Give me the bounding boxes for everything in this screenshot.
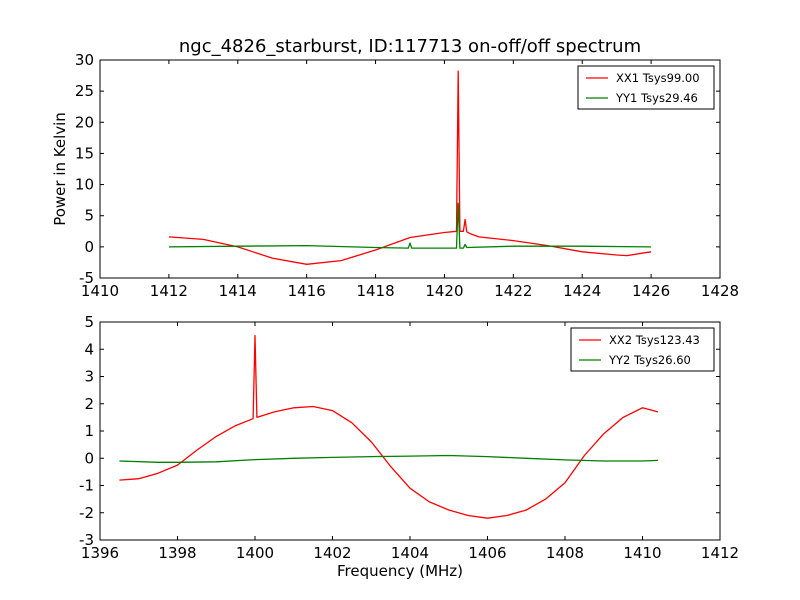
y-tick-label: 5 — [84, 313, 94, 331]
x-tick-label: 1404 — [391, 544, 429, 562]
y-tick-label: 1 — [84, 422, 94, 440]
legend-box — [570, 327, 715, 372]
x-tick-label: 1400 — [236, 544, 274, 562]
legend-label: YY2 Tsys26.60 — [608, 353, 691, 367]
y-tick-label: 30 — [75, 51, 94, 69]
y-axis-label: Power in Kelvin — [51, 112, 69, 226]
legend-label: YY1 Tsys29.46 — [615, 91, 698, 105]
x-tick-label: 1396 — [81, 544, 119, 562]
y-tick-label: -3 — [79, 531, 94, 549]
x-tick-label: 1428 — [701, 282, 739, 300]
x-tick-label: 1412 — [150, 282, 188, 300]
x-tick-label: 1422 — [494, 282, 532, 300]
y-tick-label: 0 — [84, 238, 94, 256]
x-tick-label: 1406 — [468, 544, 506, 562]
legend-label: XX1 Tsys99.00 — [616, 71, 700, 85]
legend-box — [577, 65, 715, 110]
x-tick-label: 1418 — [356, 282, 394, 300]
subplot-1: 1410 1412 1414 1416 1418 1420 1422 1424 1426 1428… — [51, 51, 739, 300]
x-tick-label: 1410 — [623, 544, 661, 562]
x-tick-label: 1420 — [425, 282, 463, 300]
y-tick-label: 5 — [84, 207, 94, 225]
legend: XX2 Tsys123.43 YY2 Tsys26.60 — [570, 327, 715, 372]
x-tick-label: 1424 — [563, 282, 601, 300]
series-line-2 — [168, 202, 652, 249]
subplots: 1410 1412 1414 1416 1418 1420 1422 1424 1426 1428… — [51, 51, 739, 580]
x-tick-label: 1412 — [701, 544, 739, 562]
x-tick-label: 1414 — [219, 282, 257, 300]
series-line-2 — [119, 454, 659, 463]
x-tick-label: 1398 — [158, 544, 196, 562]
x-tick-label: 1416 — [288, 282, 326, 300]
y-tick-label: 15 — [75, 144, 94, 162]
y-tick-label: -1 — [79, 477, 94, 495]
y-tick-label: 3 — [84, 368, 94, 386]
x-axis-label: Frequency (MHz) — [337, 562, 463, 580]
x-tick-label: 1402 — [313, 544, 351, 562]
y-tick-label: 4 — [84, 340, 94, 358]
legend-label: XX2 Tsys123.43 — [609, 333, 700, 347]
y-tick-label: 10 — [75, 176, 94, 194]
x-tick-label: 1408 — [546, 544, 584, 562]
figure-title: ngc_4826_starburst, ID:117713 on-off/off… — [179, 36, 641, 57]
y-tick-label: 0 — [84, 449, 94, 467]
x-tick-label: 1426 — [632, 282, 670, 300]
y-tick-label: 2 — [84, 395, 94, 413]
x-tick-label: 1410 — [81, 282, 119, 300]
y-tick-label: 25 — [75, 82, 94, 100]
y-tick-label: -5 — [79, 269, 94, 287]
y-tick-label: 20 — [75, 113, 94, 131]
y-tick-label: -2 — [79, 504, 94, 522]
legend: XX1 Tsys99.00 YY1 Tsys29.46 — [577, 65, 715, 110]
series-line-1 — [119, 334, 659, 519]
subplot-2: 1396 1398 1400 1402 1404 1406 1408 1410 1412-3-2… — [79, 313, 739, 580]
